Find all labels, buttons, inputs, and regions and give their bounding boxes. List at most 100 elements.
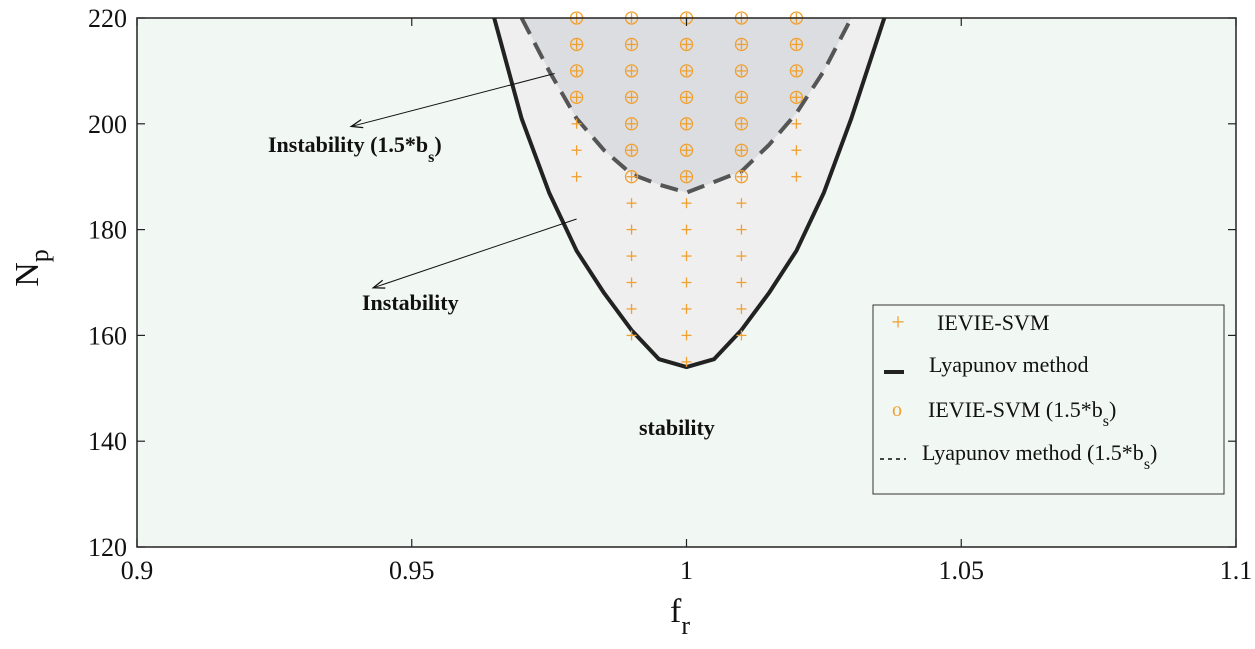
y-tick-label: 140	[88, 427, 127, 456]
circle-marker	[624, 90, 639, 104]
plus-marker	[736, 145, 747, 156]
plus-marker	[571, 65, 582, 76]
plus-marker	[681, 356, 692, 367]
circle-marker	[734, 170, 749, 184]
plus-marker	[791, 39, 802, 50]
plus-marker	[736, 92, 747, 103]
plus-marker	[736, 251, 747, 262]
plus-marker	[791, 171, 802, 182]
circle-marker	[734, 90, 749, 104]
plus-marker	[736, 171, 747, 182]
plus-marker	[626, 145, 637, 156]
plus-marker	[681, 39, 692, 50]
y-tick-label: 200	[88, 110, 127, 139]
arrow-instability	[371, 218, 577, 289]
plus-marker	[736, 303, 747, 314]
circle-marker	[679, 117, 694, 131]
x-tick-label: 1.05	[939, 556, 985, 585]
plus-marker	[736, 39, 747, 50]
circle-marker	[624, 64, 639, 78]
circle-marker	[734, 117, 749, 131]
x-tick-label: 0.9	[121, 556, 154, 585]
boundary-lines	[492, 17, 887, 370]
circle-marker	[679, 170, 694, 184]
legend: + IEVIE-SVM Lyapunov method o IEVIE-SVM …	[872, 304, 1225, 495]
plus-marker	[626, 198, 637, 209]
plus-marker	[681, 277, 692, 288]
plus-marker	[626, 65, 637, 76]
y-axis-label: Np	[9, 249, 54, 287]
legend-label-ievie-svm: IEVIE-SVM	[937, 310, 1049, 335]
plus-marker	[571, 92, 582, 103]
plus-marker	[736, 198, 747, 209]
plus-marker	[736, 277, 747, 288]
plus-marker	[626, 118, 637, 129]
plus-marker	[626, 171, 637, 182]
circle-marker	[679, 143, 694, 157]
circle-marker	[624, 170, 639, 184]
plus-marker	[791, 145, 802, 156]
annotation-instability-15: Instability (1.5*bs)	[268, 132, 442, 166]
plus-marker	[681, 92, 692, 103]
circle-marker	[569, 90, 584, 104]
plus-marker	[681, 145, 692, 156]
legend-marker-plus: +	[891, 310, 905, 336]
plus-marker	[681, 198, 692, 209]
legend-label-ievie-svm-15: IEVIE-SVM (1.5*bs)	[928, 397, 1116, 430]
plus-marker	[626, 251, 637, 262]
circle-marker	[679, 90, 694, 104]
plus-marker	[626, 224, 637, 235]
circle-marker	[789, 64, 804, 78]
plus-marker	[736, 65, 747, 76]
legend-box	[872, 304, 1225, 495]
x-axis-label: fr	[670, 593, 690, 640]
circle-marker	[789, 37, 804, 52]
plus-marker	[626, 303, 637, 314]
legend-marker-circle: o	[892, 399, 902, 421]
plus-marker	[681, 171, 692, 182]
y-tick-label: 180	[88, 216, 127, 245]
plus-marker	[571, 171, 582, 182]
plus-marker	[681, 251, 692, 262]
plus-marker	[571, 118, 582, 129]
x-tick-label: 1	[680, 556, 693, 585]
plus-marker	[736, 330, 747, 341]
circle-marker	[679, 64, 694, 78]
y-tick-label: 120	[88, 533, 127, 562]
annotation-arrows	[349, 73, 577, 289]
circle-marker	[734, 143, 749, 157]
circle-marker	[569, 64, 584, 78]
annotation-stability: stability	[639, 415, 715, 440]
circle-marker	[679, 37, 694, 52]
plus-marker	[681, 118, 692, 129]
plus-marker	[681, 330, 692, 341]
plus-marker	[571, 39, 582, 50]
annotation-instability: Instability	[362, 290, 459, 315]
circle-marker	[624, 143, 639, 157]
plus-marker	[626, 277, 637, 288]
plus-marker	[681, 65, 692, 76]
x-tick-label: 0.95	[389, 556, 435, 585]
lyapunov-15-line	[519, 17, 854, 195]
arrow-instability15	[349, 73, 555, 129]
circle-marker	[734, 37, 749, 52]
plus-marker	[791, 118, 802, 129]
y-tick-label: 220	[88, 4, 127, 33]
plus-marker	[571, 145, 582, 156]
plus-marker	[681, 303, 692, 314]
lyapunov-line	[492, 17, 887, 370]
plus-marker	[791, 65, 802, 76]
plus-marker	[791, 92, 802, 103]
x-tick-label: 1.1	[1220, 556, 1253, 585]
plus-marker	[626, 330, 637, 341]
legend-label-lyapunov-15: Lyapunov method (1.5*bs)	[922, 440, 1157, 473]
circle-marker	[624, 117, 639, 131]
plus-marker	[626, 92, 637, 103]
plus-marker	[736, 224, 747, 235]
legend-label-lyapunov: Lyapunov method	[929, 352, 1088, 377]
plus-marker	[626, 39, 637, 50]
plus-marker	[736, 118, 747, 129]
axis-ticks: 0.9 0.95 1 1.05 1.1 120 140 160 180 200 220	[88, 4, 1252, 585]
circle-marker	[624, 37, 639, 52]
